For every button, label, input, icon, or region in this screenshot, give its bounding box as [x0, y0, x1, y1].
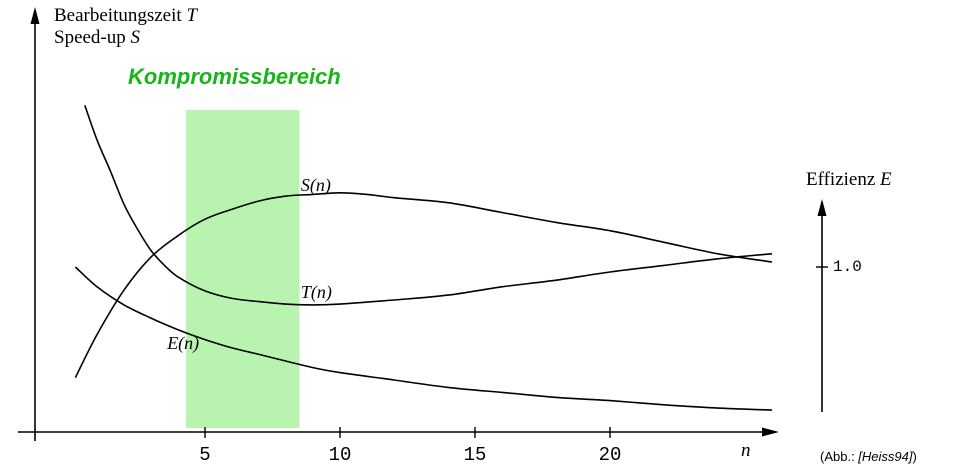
curve-tn — [84, 105, 773, 306]
x-tick-label: 10 — [329, 444, 352, 466]
x-tick-label: 15 — [464, 444, 487, 466]
right-axis-tick-label: 1.0 — [833, 258, 862, 276]
left-axis-title-line1: Bearbeitungszeit T — [54, 5, 197, 27]
x-tick-label: 20 — [599, 444, 622, 466]
compromise-region-label: Kompromissbereich — [128, 64, 341, 89]
left-axis-title-text2: Speed-up — [54, 27, 126, 48]
x-tick-label: 5 — [199, 444, 210, 466]
left-axis-title-text1: Bearbeitungszeit — [54, 5, 182, 26]
right-axis-title-text: Effizienz — [806, 169, 876, 190]
right-axis-title: Effizienz E — [806, 169, 892, 191]
left-axis-title-line2: Speed-up S — [54, 27, 140, 49]
x-axis-label: n — [741, 440, 751, 461]
curve-sn — [74, 191, 773, 378]
credit-suffix: ) — [912, 449, 917, 464]
x-axis-arrow — [762, 427, 779, 437]
right-axis-title-var: E — [880, 169, 892, 190]
curve-label-en: E(n) — [167, 333, 200, 353]
left-axis-title-var2: S — [130, 27, 141, 48]
right-axis-arrow — [817, 199, 827, 216]
figure-credit: (Abb.: [Heiss94]) — [820, 449, 917, 464]
compromise-band — [186, 110, 300, 428]
curve-label-tn: T(n) — [300, 281, 332, 302]
curve-en — [74, 266, 773, 411]
curve-label-sn: S(n) — [300, 174, 331, 195]
credit-prefix: (Abb.: — [820, 449, 859, 464]
y-axis-arrow — [30, 7, 40, 24]
left-axis-title-var1: T — [186, 5, 198, 26]
credit-reference: [Heiss94] — [858, 449, 913, 464]
